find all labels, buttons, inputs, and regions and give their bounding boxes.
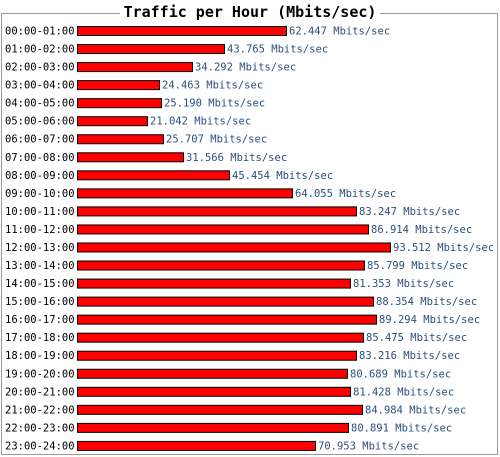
chart-title-text: Traffic per Hour (Mbits/sec) <box>119 3 381 21</box>
value-label: 81.428 Mbits/sec <box>353 386 454 398</box>
category-label: 23:00-24:00 <box>5 440 75 452</box>
traffic-bar <box>77 260 365 271</box>
category-label: 18:00-19:00 <box>5 350 75 362</box>
chart-rows: 00:00-01:00 62.447 Mbits/sec 01:00-02:00 43… <box>5 26 494 453</box>
traffic-bar <box>77 332 364 343</box>
category-label: 16:00-17:00 <box>5 314 75 326</box>
traffic-bar <box>77 440 316 451</box>
traffic-bar <box>77 188 293 199</box>
value-label: 81.353 Mbits/sec <box>353 278 454 290</box>
value-label: 43.765 Mbits/sec <box>227 44 328 56</box>
value-label: 88.354 Mbits/sec <box>376 296 477 308</box>
category-label: 04:00-05:00 <box>5 98 75 110</box>
value-label: 25.190 Mbits/sec <box>164 98 265 110</box>
traffic-bar <box>77 278 351 289</box>
chart-title: Traffic per Hour (Mbits/sec) <box>0 3 500 21</box>
category-label: 19:00-20:00 <box>5 368 75 380</box>
category-label: 01:00-02:00 <box>5 44 75 56</box>
traffic-bar <box>77 242 391 253</box>
value-label: 80.689 Mbits/sec <box>350 368 451 380</box>
traffic-bar <box>77 224 369 235</box>
value-label: 84.984 Mbits/sec <box>365 404 466 416</box>
category-label: 15:00-16:00 <box>5 296 75 308</box>
value-label: 21.042 Mbits/sec <box>150 116 251 128</box>
value-label: 93.512 Mbits/sec <box>393 242 494 254</box>
category-label: 06:00-07:00 <box>5 134 75 146</box>
category-label: 20:00-21:00 <box>5 386 75 398</box>
value-label: 34.292 Mbits/sec <box>195 62 296 74</box>
category-label: 10:00-11:00 <box>5 206 75 218</box>
traffic-bar <box>77 62 193 73</box>
traffic-bar <box>77 116 148 127</box>
traffic-bar <box>77 422 349 433</box>
traffic-bar <box>77 350 357 361</box>
value-label: 64.055 Mbits/sec <box>295 188 396 200</box>
traffic-bar <box>77 386 351 397</box>
traffic-bar <box>77 170 230 181</box>
category-label: 07:00-08:00 <box>5 152 75 164</box>
category-label: 17:00-18:00 <box>5 332 75 344</box>
value-label: 83.216 Mbits/sec <box>359 350 460 362</box>
category-label: 21:00-22:00 <box>5 404 75 416</box>
value-label: 31.566 Mbits/sec <box>186 152 287 164</box>
value-label: 25.707 Mbits/sec <box>166 134 267 146</box>
traffic-bar <box>77 134 164 145</box>
traffic-bar <box>77 26 287 36</box>
value-label: 80.891 Mbits/sec <box>351 422 452 434</box>
category-label: 00:00-01:00 <box>5 26 75 38</box>
value-label: 85.799 Mbits/sec <box>367 260 468 272</box>
category-label: 12:00-13:00 <box>5 242 75 254</box>
value-label: 70.953 Mbits/sec <box>318 440 419 452</box>
category-label: 14:00-15:00 <box>5 278 75 290</box>
value-label: 85.475 Mbits/sec <box>366 332 467 344</box>
traffic-bar <box>77 98 162 109</box>
value-label: 89.294 Mbits/sec <box>379 314 480 326</box>
traffic-bar <box>77 44 225 55</box>
category-label: 09:00-10:00 <box>5 188 75 200</box>
category-label: 02:00-03:00 <box>5 62 75 74</box>
traffic-bar <box>77 152 184 163</box>
category-label: 05:00-06:00 <box>5 116 75 128</box>
category-label: 11:00-12:00 <box>5 224 75 236</box>
category-label: 03:00-04:00 <box>5 80 75 92</box>
value-label: 86.914 Mbits/sec <box>371 224 472 236</box>
traffic-bar <box>77 314 377 325</box>
value-label: 62.447 Mbits/sec <box>289 26 390 38</box>
value-label: 45.454 Mbits/sec <box>232 170 333 182</box>
traffic-bar <box>77 404 363 415</box>
value-label: 24.463 Mbits/sec <box>162 80 263 92</box>
traffic-bar <box>77 368 348 379</box>
category-label: 22:00-23:00 <box>5 422 75 434</box>
traffic-bar <box>77 206 357 217</box>
category-label: 08:00-09:00 <box>5 170 75 182</box>
traffic-bar <box>77 80 160 91</box>
value-label: 83.247 Mbits/sec <box>359 206 460 218</box>
category-label: 13:00-14:00 <box>5 260 75 272</box>
traffic-bar <box>77 296 374 307</box>
